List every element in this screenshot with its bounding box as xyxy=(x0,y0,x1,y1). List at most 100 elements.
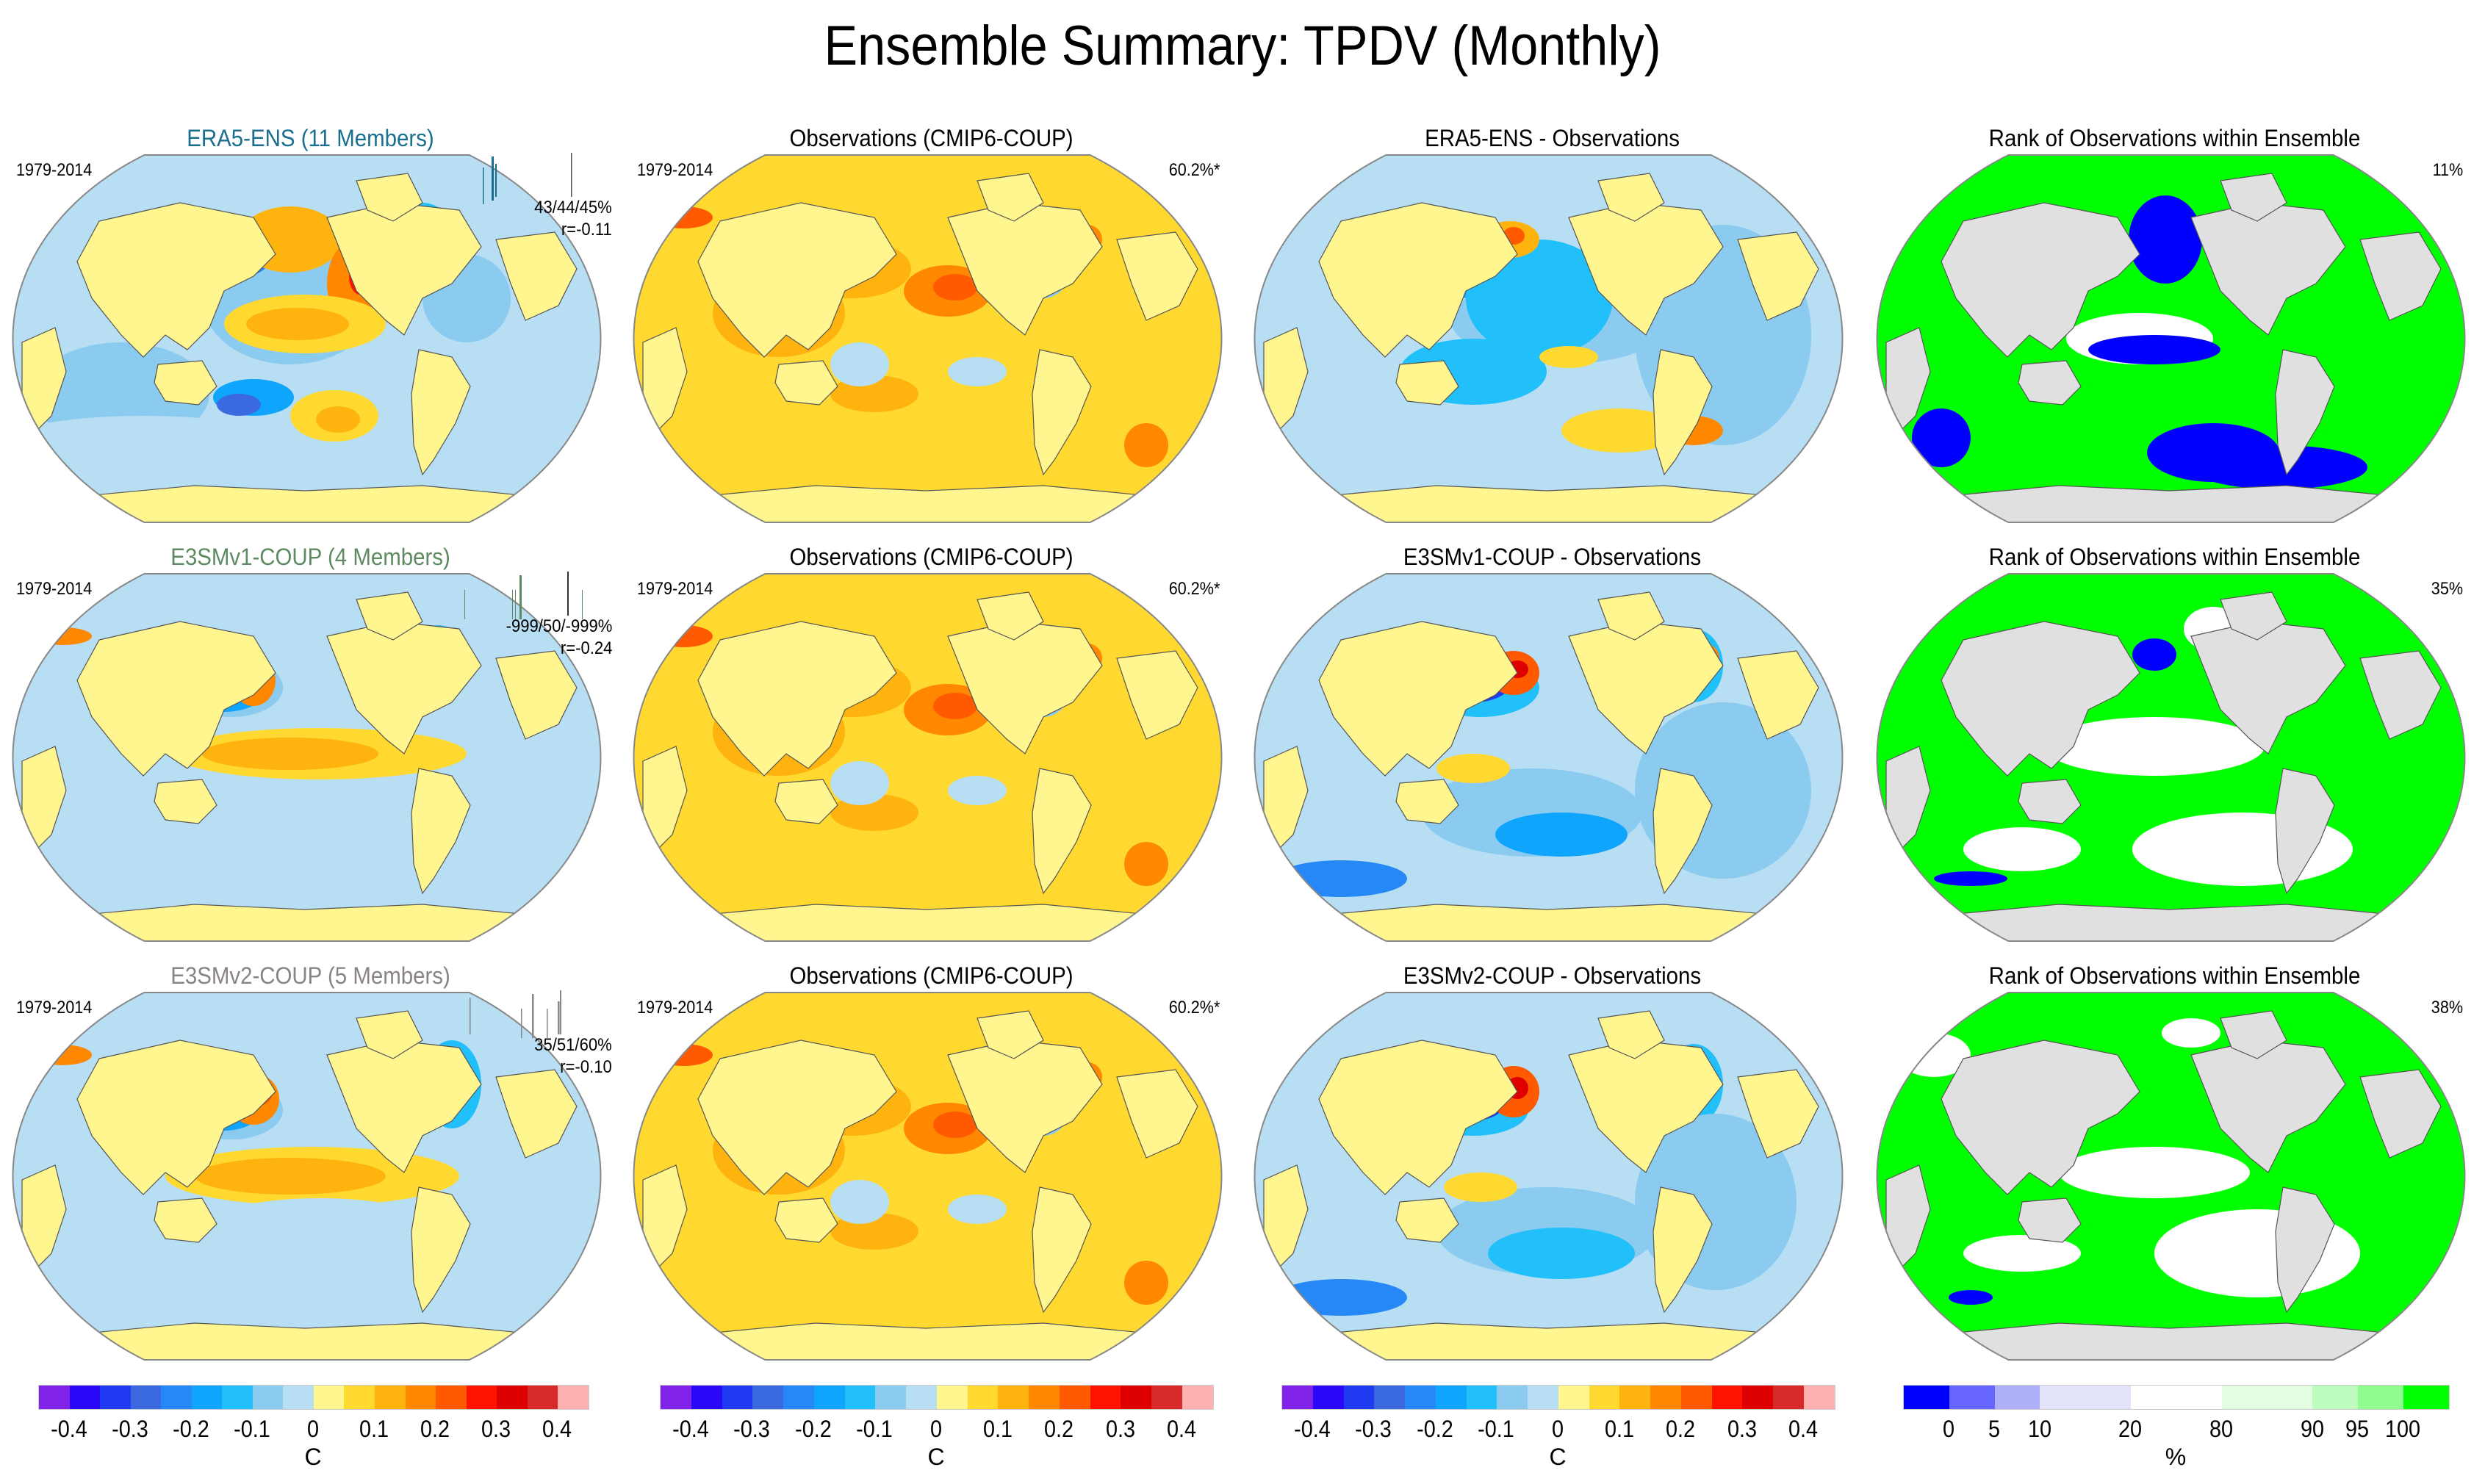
world-map xyxy=(12,573,602,942)
world-map xyxy=(1254,992,1844,1361)
map-outline xyxy=(633,573,1223,942)
colorbar-swatch xyxy=(191,1386,223,1409)
colorbar-swatch xyxy=(875,1386,907,1409)
world-map xyxy=(1254,154,1844,523)
continent-asia xyxy=(76,621,276,777)
continent-asia xyxy=(1941,202,2140,358)
pattern-correlation-label: 60.2%* xyxy=(1168,998,1220,1017)
anomaly-region xyxy=(70,1250,246,1286)
continent-antarctica xyxy=(1940,904,2402,941)
continent-antarctica xyxy=(697,1322,1159,1360)
colorbar-swatch xyxy=(691,1386,722,1409)
anomaly-region xyxy=(1275,1279,1407,1316)
colorbar-swatch xyxy=(436,1386,467,1409)
colorbar-tick-label: 0.4 xyxy=(1167,1416,1197,1442)
colorbar-tick-label: 0.1 xyxy=(982,1416,1013,1442)
percent-stats: -999/50/-999% xyxy=(506,616,612,636)
anomaly-region xyxy=(1488,1228,1635,1279)
anomaly-region xyxy=(654,206,713,228)
colorbar-swatch xyxy=(1589,1386,1620,1409)
colorbar-tick-label: 0.3 xyxy=(481,1416,511,1442)
panel-title: Rank of Observations within Ensemble xyxy=(1988,544,2361,570)
continent-southAmerica xyxy=(1653,349,1713,476)
continent-northAmerica xyxy=(947,202,1103,336)
colorbar-swatch xyxy=(1619,1386,1651,1409)
colorbar-tick-label: -0.3 xyxy=(111,1416,148,1442)
correlation-value: r=-0.10 xyxy=(560,1057,612,1077)
map-outline xyxy=(1876,573,2466,942)
continent-southAmerica xyxy=(411,1186,471,1314)
panel-title: E3SMv1-COUP - Observations xyxy=(1403,544,1702,570)
colorbar-swatch xyxy=(967,1386,999,1409)
colorbar-swatch xyxy=(497,1386,528,1409)
continent-southAmerica xyxy=(1032,349,1092,476)
member-histogram xyxy=(464,572,583,619)
map-outline xyxy=(12,573,602,942)
colorbar-swatch xyxy=(1949,1386,1995,1409)
continent-greenland xyxy=(977,173,1044,222)
continent-australia xyxy=(774,779,838,824)
colorbar-tick-label: 90 xyxy=(2300,1416,2324,1442)
map-field xyxy=(12,155,601,522)
anomaly-region xyxy=(1124,1261,1168,1305)
histogram-bar xyxy=(495,164,497,197)
colorbar-tick-label: -0.4 xyxy=(50,1416,87,1442)
colorbar-swatch xyxy=(527,1386,558,1409)
histogram-bar xyxy=(582,590,583,619)
colorbar-unit-label: C xyxy=(927,1444,945,1470)
map-field xyxy=(1877,993,2465,1360)
colorbar-swatch xyxy=(2358,1386,2404,1409)
panel-difference-row2: E3SMv1-COUP - Observations xyxy=(1242,542,1863,961)
colorbar-tick-label: -0.2 xyxy=(1417,1416,1453,1442)
anomaly-region xyxy=(933,693,977,719)
colorbar-tick-label: 0.4 xyxy=(1788,1416,1819,1442)
colorbar-swatch xyxy=(1121,1386,1152,1409)
colorbar-swatch xyxy=(844,1386,876,1409)
map-outline xyxy=(12,154,602,523)
colorbar-tick-label: 0.3 xyxy=(1727,1416,1757,1442)
anomaly-region xyxy=(2088,335,2220,364)
continent-greenland xyxy=(1597,591,1665,641)
anomaly-region xyxy=(62,853,136,875)
world-map xyxy=(1876,992,2466,1361)
colorbar-tick-label: 80 xyxy=(2209,1416,2233,1442)
colorbar-swatch xyxy=(1282,1386,1313,1409)
colorbar-2: -0.4 -0.3 -0.2 -0.1 0 0.1 0.2 0.3 0.4 C xyxy=(660,1385,1214,1473)
colorbar-tick-label: 20 xyxy=(2118,1416,2143,1442)
colorbar-tick-label: 0.3 xyxy=(1105,1416,1135,1442)
colorbar-swatch xyxy=(1773,1386,1805,1409)
rank-percent: 35% xyxy=(2431,579,2463,599)
map-outline xyxy=(633,154,1223,523)
anomaly-region xyxy=(933,1112,977,1138)
colorbar-tick-label: -0.4 xyxy=(672,1416,709,1442)
continent-northAmerica xyxy=(1568,202,1724,336)
continent-asia xyxy=(697,621,897,777)
histogram-bar xyxy=(558,1001,560,1034)
map-field xyxy=(633,155,1222,522)
anomaly-region xyxy=(2132,638,2176,671)
colorbar-swatch xyxy=(100,1386,131,1409)
continent-europe xyxy=(2359,231,2442,321)
continent-asia xyxy=(1941,621,2140,777)
colorbar-swatch xyxy=(1374,1386,1406,1409)
colorbar-swatch xyxy=(2312,1386,2359,1409)
percent-stats: 35/51/60% xyxy=(534,1035,612,1055)
colorbar-swatch xyxy=(783,1386,814,1409)
continent-northAmerica xyxy=(2190,1040,2346,1173)
histogram-bar xyxy=(512,590,513,619)
correlation-value: r=-0.24 xyxy=(560,638,612,658)
colorbar-tick-label: 0.2 xyxy=(1666,1416,1696,1442)
colorbar-swatch xyxy=(1804,1386,1835,1409)
map-outline xyxy=(633,992,1223,1361)
world-map xyxy=(633,154,1223,523)
pattern-correlation-label: 60.2%* xyxy=(1168,160,1220,180)
period-label: 1979-2014 xyxy=(637,579,713,599)
anomaly-region xyxy=(2044,717,2265,776)
continent-australia xyxy=(154,779,217,824)
continent-australia xyxy=(154,360,217,406)
colorbar-tick-label: 0.2 xyxy=(420,1416,450,1442)
continent-greenland xyxy=(2220,591,2287,641)
continent-southAmerica xyxy=(411,768,471,895)
continent-asia xyxy=(1318,202,1518,358)
panel-title: Observations (CMIP6-COUP) xyxy=(789,544,1074,570)
